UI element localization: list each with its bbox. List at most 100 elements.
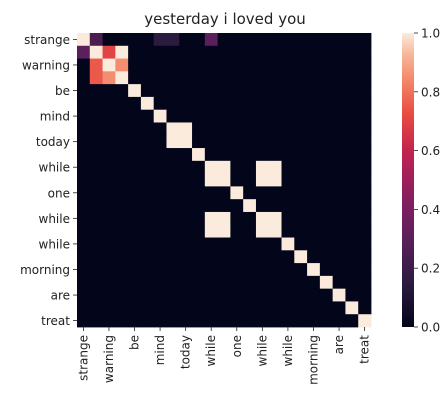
heatmap-cell [192,288,206,302]
heatmap-cell [319,263,334,277]
heatmap-cell [192,263,206,277]
heatmap-cell [255,96,270,111]
heatmap-cell [140,288,155,302]
heatmap-cell [115,96,129,111]
x-tick-label: while [281,335,295,366]
heatmap-cell [217,224,231,238]
heatmap-cell [166,173,180,187]
heatmap-cell [89,96,103,111]
heatmap-cell [102,314,116,328]
heatmap-cell [204,173,219,187]
heatmap-cell [294,211,308,226]
heatmap-cell [217,58,231,72]
heatmap-cell [294,58,308,72]
heatmap-cell [345,148,359,162]
heatmap-cell [307,122,321,136]
heatmap-cell [255,173,270,187]
heatmap-cell [192,301,206,315]
heatmap-cell [307,58,321,72]
heatmap-cell [153,33,167,47]
heatmap-cell [243,224,257,238]
heatmap-cell [319,199,334,213]
heatmap-cell [332,84,346,98]
heatmap-cell [140,275,155,290]
heatmap-cell [115,84,129,98]
heatmap-cell [166,199,180,213]
y-tick-label: one [48,186,70,200]
heatmap-cell [217,96,231,111]
heatmap-cell [243,71,257,85]
heatmap-cell [358,250,372,264]
heatmap-cell [115,109,129,123]
heatmap-cell [115,288,129,302]
heatmap-cell [243,186,257,200]
heatmap-cell [307,211,321,226]
heatmap-cell [294,109,308,123]
heatmap-cell [358,314,372,328]
heatmap-cell [204,33,219,47]
heatmap-cell [345,84,359,98]
heatmap-cell [268,96,282,111]
heatmap-cell [345,33,359,47]
heatmap-cell [89,301,103,315]
heatmap-cell [217,122,231,136]
heatmap-cell [102,199,116,213]
heatmap-cell [179,58,193,72]
heatmap-cell [281,58,295,72]
heatmap-cell [345,186,359,200]
heatmap-cell [89,211,103,226]
heatmap-cell [89,45,103,59]
heatmap-cell [77,109,91,123]
heatmap-cell [77,237,91,251]
heatmap-cell [204,122,219,136]
heatmap-cell [179,160,193,175]
heatmap-cell [358,263,372,277]
heatmap-cell [230,33,244,47]
heatmap-cell [307,250,321,264]
heatmap-cell [307,45,321,59]
heatmap-cell [332,250,346,264]
heatmap-cell [294,186,308,200]
heatmap-cell [166,288,180,302]
heatmap-cell [89,148,103,162]
chart-title: yesterday i loved you [144,10,306,28]
heatmap-cell [345,160,359,175]
heatmap-cell [77,186,91,200]
heatmap-cell [128,186,142,200]
heatmap-cell [153,211,167,226]
heatmap-cell [281,160,295,175]
heatmap-cell [255,288,270,302]
heatmap-cell [230,288,244,302]
heatmap-cell [153,84,167,98]
heatmap-cell [281,122,295,136]
heatmap-cell [319,122,334,136]
heatmap-cell [166,250,180,264]
heatmap-cell [192,314,206,328]
heatmap-cell [179,211,193,226]
heatmap-cell [204,58,219,72]
heatmap-cell [140,237,155,251]
heatmap-cell [115,199,129,213]
heatmap-cell [230,96,244,111]
heatmap-cell [166,263,180,277]
heatmap-cell [115,263,129,277]
heatmap-cell [115,301,129,315]
heatmap-cell [179,33,193,47]
heatmap-cell [268,224,282,238]
heatmap-cell [217,135,231,149]
colorbar-tick-label: 1.0 [421,27,440,41]
heatmap-cell [358,148,372,162]
heatmap-cell [89,288,103,302]
heatmap-cell [307,160,321,175]
heatmap-cell [281,288,295,302]
y-tick-label: while [39,161,70,175]
heatmap-cell [268,314,282,328]
heatmap-cell [140,122,155,136]
heatmap-cell [204,84,219,98]
heatmap-cell [345,301,359,315]
heatmap-cell [230,275,244,290]
heatmap-cell [281,314,295,328]
heatmap-cell [307,109,321,123]
heatmap-cell [140,96,155,111]
heatmap-cell [128,301,142,315]
